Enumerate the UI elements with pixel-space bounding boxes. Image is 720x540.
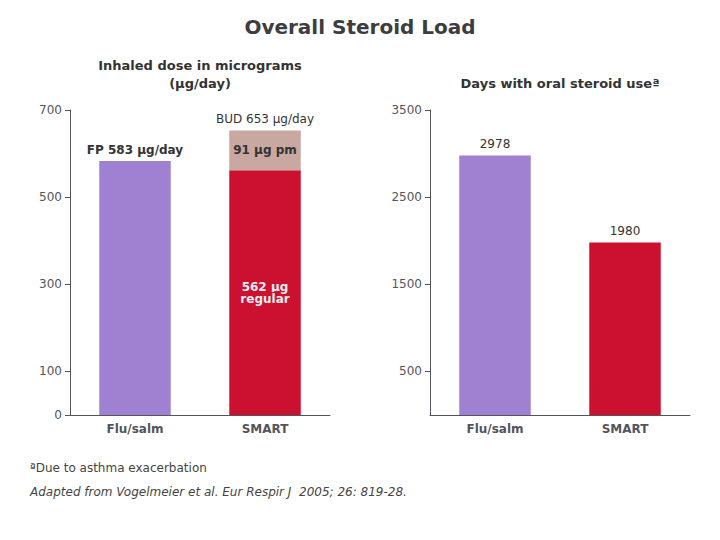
svg-text:Days with oral steroid useª: Days with oral steroid useª — [461, 76, 660, 91]
svg-text:700: 700 — [39, 103, 62, 117]
svg-text:2500: 2500 — [391, 190, 422, 204]
svg-text:regular: regular — [240, 292, 289, 306]
svg-text:100: 100 — [39, 364, 62, 378]
svg-text:1500: 1500 — [391, 277, 422, 291]
svg-text:2978: 2978 — [480, 137, 511, 151]
svg-text:ªDue to asthma exacerbation: ªDue to asthma exacerbation — [30, 461, 207, 475]
svg-text:SMART: SMART — [242, 422, 290, 436]
svg-text:Overall Steroid Load: Overall Steroid Load — [244, 15, 475, 39]
svg-text:0: 0 — [54, 408, 62, 422]
svg-text:3500: 3500 — [391, 103, 422, 117]
svg-text:(μg/day): (μg/day) — [169, 76, 231, 91]
svg-text:500: 500 — [399, 364, 422, 378]
svg-text:Adapted from Vogelmeier et al.: Adapted from Vogelmeier et al. Eur Respi… — [29, 485, 407, 499]
svg-text:91 μg pm: 91 μg pm — [233, 143, 297, 157]
svg-text:FP 583 μg/day: FP 583 μg/day — [87, 143, 184, 157]
svg-text:500: 500 — [39, 190, 62, 204]
svg-text:Flu/salm: Flu/salm — [106, 422, 163, 436]
svg-text:300: 300 — [39, 277, 62, 291]
svg-text:1980: 1980 — [610, 224, 641, 238]
svg-text:Inhaled dose in micrograms: Inhaled dose in micrograms — [98, 58, 302, 73]
svg-text:562 μg: 562 μg — [241, 279, 289, 294]
svg-text:SMART: SMART — [602, 422, 650, 436]
svg-text:BUD 653 μg/day: BUD 653 μg/day — [216, 112, 314, 126]
svg-text:Flu/salm: Flu/salm — [466, 422, 523, 436]
